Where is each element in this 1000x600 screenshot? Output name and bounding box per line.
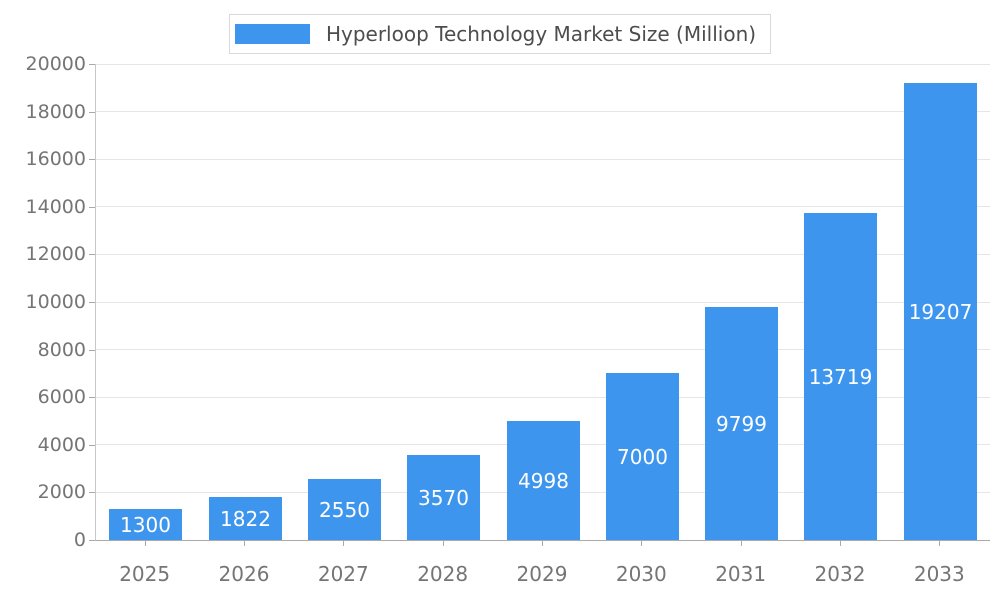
y-tick xyxy=(89,540,95,541)
y-tick xyxy=(89,111,95,113)
legend-swatch xyxy=(234,24,310,44)
y-tick xyxy=(89,444,95,446)
x-axis-label: 2026 xyxy=(218,562,270,586)
x-tick xyxy=(840,541,841,546)
y-axis-label: 18000 xyxy=(25,100,86,123)
x-tick xyxy=(542,541,543,546)
x-tick xyxy=(443,541,444,546)
legend-row: Hyperloop Technology Market Size (Millio… xyxy=(0,14,1000,54)
gridline xyxy=(96,206,990,208)
y-tick xyxy=(89,397,95,399)
x-axis-label: 2031 xyxy=(715,562,767,586)
bar-value-label: 7000 xyxy=(617,444,668,469)
bar-value-label: 9799 xyxy=(716,411,767,436)
bar-2032: 13719 xyxy=(804,213,877,540)
y-tick xyxy=(89,254,95,256)
gridline xyxy=(96,349,990,351)
x-axis-label: 2033 xyxy=(913,562,965,586)
x-tick xyxy=(741,541,742,546)
legend: Hyperloop Technology Market Size (Millio… xyxy=(228,14,772,54)
x-axis-label: 2032 xyxy=(814,562,866,586)
y-tick xyxy=(89,492,95,494)
bar-2030: 7000 xyxy=(606,373,679,540)
y-axis-label: 0 xyxy=(73,529,86,551)
y-axis-label: 2000 xyxy=(37,481,86,504)
y-tick xyxy=(89,206,95,208)
gridline xyxy=(96,158,990,160)
x-tick xyxy=(641,541,642,546)
y-axis-label: 16000 xyxy=(25,148,86,171)
x-axis-label: 2030 xyxy=(615,562,667,586)
bar-value-label: 4998 xyxy=(518,468,569,493)
gridline xyxy=(96,301,990,303)
x-axis-label: 2028 xyxy=(417,562,469,586)
y-axis-label: 6000 xyxy=(37,386,86,409)
x-axis-label: 2029 xyxy=(516,562,568,586)
bar-value-label: 2550 xyxy=(319,497,370,522)
x-axis-label: 2025 xyxy=(119,562,171,586)
y-axis-label: 12000 xyxy=(25,243,86,266)
x-tick xyxy=(939,541,940,546)
gridline xyxy=(96,396,990,398)
y-tick xyxy=(89,159,95,161)
y-axis-label: 4000 xyxy=(37,433,86,456)
bar-value-label: 19207 xyxy=(908,299,973,324)
y-tick xyxy=(89,302,95,303)
bar-2026: 1822 xyxy=(209,497,282,540)
bar-2025: 1300 xyxy=(109,509,182,540)
y-tick xyxy=(89,349,95,351)
gridline xyxy=(96,111,990,113)
y-axis-label: 8000 xyxy=(37,338,86,361)
bar-2033: 19207 xyxy=(904,83,977,540)
bar-2027: 2550 xyxy=(308,479,381,540)
bar-2028: 3570 xyxy=(407,455,480,540)
x-tick xyxy=(145,541,146,546)
bar-value-label: 3570 xyxy=(418,485,469,510)
bar-2029: 4998 xyxy=(507,421,580,540)
bar-2031: 9799 xyxy=(705,307,778,540)
x-tick xyxy=(343,541,344,546)
x-axis-label: 2027 xyxy=(317,562,369,586)
plot-area: 1300 1822 2550 3570 4998 7000 9799 13719 19207 xyxy=(95,63,990,541)
legend-label: Hyperloop Technology Market Size (Millio… xyxy=(325,22,757,46)
y-axis-label: 14000 xyxy=(25,195,86,218)
gridline xyxy=(96,253,990,255)
y-axis-label: 10000 xyxy=(25,291,86,313)
bar-value-label: 13719 xyxy=(808,364,873,389)
bar-value-label: 1822 xyxy=(220,506,271,531)
y-tick xyxy=(89,64,95,65)
y-axis-label: 20000 xyxy=(25,53,86,75)
x-tick xyxy=(244,541,245,546)
gridline xyxy=(96,63,990,65)
bar-value-label: 1300 xyxy=(120,512,171,537)
